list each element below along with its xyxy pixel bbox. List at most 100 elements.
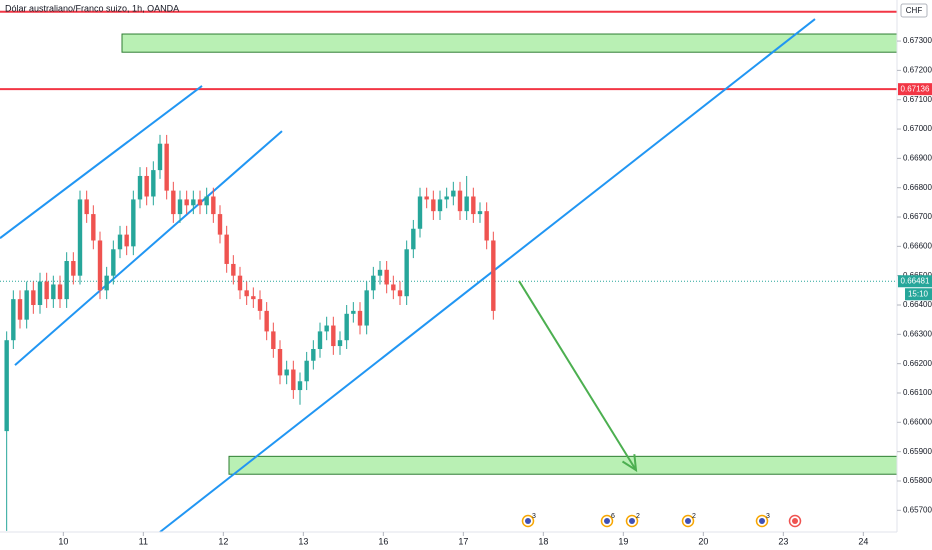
x-tick-label: 17 bbox=[458, 536, 468, 546]
y-tick-label: 0.66400 bbox=[903, 300, 932, 309]
candle-body bbox=[411, 228, 416, 250]
y-tick-label: 0.67100 bbox=[903, 95, 932, 104]
x-tick-label: 24 bbox=[858, 536, 868, 546]
candle-body bbox=[304, 360, 309, 382]
candle-body bbox=[137, 175, 143, 200]
candle-body bbox=[231, 263, 236, 276]
candle-body bbox=[17, 299, 23, 320]
trendline bbox=[0, 85, 203, 239]
candle-body bbox=[484, 211, 489, 241]
y-tick-label: 0.67000 bbox=[903, 124, 932, 133]
candle-body bbox=[177, 199, 183, 215]
candle-body bbox=[331, 325, 336, 347]
arrow-line bbox=[518, 280, 637, 471]
arrow-head bbox=[621, 454, 638, 473]
level-label-box bbox=[898, 83, 932, 96]
countdown-box bbox=[905, 288, 932, 301]
candle-body bbox=[324, 325, 329, 332]
event-icon: 3 bbox=[521, 513, 536, 528]
candle-body bbox=[144, 175, 149, 197]
currency-box bbox=[900, 3, 928, 18]
level-label: 0.67136 bbox=[901, 84, 930, 93]
zone bbox=[121, 33, 898, 53]
candle-body bbox=[424, 196, 429, 200]
candle-body bbox=[337, 340, 343, 347]
y-tick-label: 0.66800 bbox=[903, 183, 932, 192]
event-icon: 2 bbox=[681, 513, 696, 528]
candle-body bbox=[131, 199, 136, 247]
y-tick-label: 0.66100 bbox=[903, 388, 932, 397]
currency: CHF bbox=[906, 6, 923, 15]
candle-body bbox=[377, 269, 383, 276]
candle-body bbox=[151, 170, 156, 197]
candle-body bbox=[24, 290, 29, 320]
candle-body bbox=[84, 199, 89, 215]
x-tick-label: 12 bbox=[218, 536, 228, 546]
zone bbox=[228, 455, 898, 475]
candle-body bbox=[4, 340, 9, 432]
candle-body bbox=[391, 284, 396, 291]
candle-body bbox=[171, 190, 176, 215]
candle-body bbox=[271, 331, 276, 349]
candle-body bbox=[257, 299, 263, 311]
y-tick-label: 0.67300 bbox=[903, 36, 932, 45]
candle-body bbox=[477, 211, 483, 215]
event-dot bbox=[685, 518, 691, 524]
candle-body bbox=[117, 234, 123, 250]
last-price-label: 0.66481 bbox=[901, 276, 930, 285]
event-count: 2 bbox=[636, 513, 640, 520]
y-tick-label: 0.66900 bbox=[903, 153, 932, 162]
candle-body bbox=[71, 261, 76, 276]
x-tick-label: 10 bbox=[58, 536, 68, 546]
candle-body bbox=[431, 199, 436, 212]
candle-body bbox=[191, 199, 196, 206]
event-dot bbox=[629, 518, 635, 524]
candle-body bbox=[57, 284, 63, 300]
candle-body bbox=[297, 381, 303, 391]
candle-body bbox=[11, 299, 16, 341]
candle-body bbox=[444, 196, 449, 200]
candle-body bbox=[157, 143, 163, 171]
x-tick-label: 16 bbox=[378, 536, 388, 546]
candle-body bbox=[251, 296, 256, 300]
candle-body bbox=[277, 348, 283, 376]
candle-body bbox=[211, 196, 216, 215]
candle-body bbox=[457, 190, 463, 212]
candle-body bbox=[124, 234, 129, 247]
x-tick-label: 23 bbox=[778, 536, 788, 546]
candle-body bbox=[184, 199, 189, 206]
candle-body bbox=[237, 275, 243, 291]
candle-body bbox=[491, 240, 496, 311]
candle-body bbox=[357, 310, 363, 326]
y-tick-label: 0.67200 bbox=[903, 65, 932, 74]
candle-body bbox=[204, 196, 209, 206]
trendline bbox=[14, 130, 283, 366]
event-icon: 3 bbox=[755, 513, 770, 528]
event-count: 6 bbox=[611, 513, 615, 520]
candle-body bbox=[317, 331, 323, 349]
candle-body bbox=[311, 348, 316, 361]
candle-body bbox=[284, 369, 289, 376]
event-icon bbox=[788, 514, 802, 528]
y-tick-label: 0.66700 bbox=[903, 212, 932, 221]
event-count: 3 bbox=[766, 513, 770, 520]
event-dot bbox=[604, 518, 610, 524]
candle-body bbox=[344, 313, 349, 341]
x-tick-label: 11 bbox=[139, 536, 148, 546]
candle-body bbox=[364, 290, 369, 326]
candle-body bbox=[31, 290, 36, 306]
event-icon: 6 bbox=[600, 513, 615, 528]
chart-title: Dólar australiano/Franco suizo, 1h, OAND… bbox=[5, 3, 179, 13]
event-icon: 2 bbox=[625, 513, 640, 528]
y-tick-label: 0.66300 bbox=[903, 329, 932, 338]
candle-body bbox=[437, 199, 443, 212]
candle-body bbox=[451, 190, 456, 197]
trendline bbox=[159, 18, 816, 533]
candle-body bbox=[44, 281, 49, 300]
candle-body bbox=[217, 214, 223, 235]
last-price-box bbox=[898, 275, 932, 288]
candle-body bbox=[224, 234, 229, 264]
candle-body bbox=[384, 269, 389, 285]
event-dot bbox=[759, 518, 765, 524]
